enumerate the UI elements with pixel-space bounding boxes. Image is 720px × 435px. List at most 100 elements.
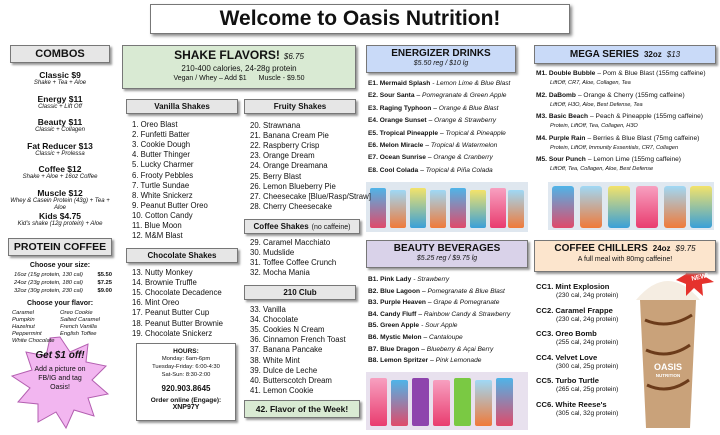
drink-desc: – Tropical & Pineapple	[440, 129, 506, 137]
heading: Fruity Shakes	[245, 100, 355, 113]
price: $9.75	[675, 244, 696, 253]
mega-item: M3. Basic Beach – Peach & Pineapple (155mg…	[536, 113, 718, 123]
mega-flavor: – Peach & Pineapple	[590, 113, 652, 120]
drink-desc: – Pink Lemonade	[430, 357, 482, 365]
combo-item: Kids $4.75 Kid's shake (12g protein) + Al…	[6, 211, 114, 233]
mega-flavor: – Lemon Lime	[587, 156, 630, 163]
drink-name: E1. Mermaid Splash	[368, 80, 431, 87]
combo-name: Kids $4.75	[38, 211, 82, 221]
flavor: Salted Caramel	[60, 317, 100, 323]
flavor: Peppermint	[12, 331, 42, 337]
drink-item: B7. Blue Dragon – Blueberry & Açai Berry	[368, 346, 542, 356]
heading-text: 210 Club	[283, 288, 317, 297]
chiller-detail: (230 cal, 24g protein)	[556, 292, 619, 299]
mega-caffeine: (75mg caffeine)	[653, 134, 700, 142]
combo-item: Fat Reducer $13 Classic + Prolessa	[6, 141, 114, 163]
drink-name: B4. Candy Fluff	[368, 310, 417, 318]
chiller-name: CC6. White Reese's	[536, 399, 607, 409]
menu-item: 9. Peanut Butter Oreo	[132, 200, 208, 210]
title: Welcome to Oasis Nutrition!	[219, 7, 501, 30]
combo-desc: Shake + Tea + Aloe	[33, 80, 87, 86]
menu-item: 18. Peanut Butter Brownie	[132, 318, 224, 328]
mega-name: M3. Basic Beach	[536, 113, 589, 120]
heading-text: Fruity Shakes	[273, 102, 327, 111]
drink-name: B3. Purple Heaven	[368, 299, 426, 307]
menu-item: 10. Cotton Candy	[132, 210, 193, 220]
size-row: 32oz (30g protein, 230 cal) $9.00	[14, 288, 112, 296]
chiller-name: CC4. Velvet Love	[536, 352, 598, 362]
menu-item: 40. Butterscotch Dream	[250, 375, 332, 385]
chiller-name: CC2. Caramel Frappe	[536, 305, 613, 315]
drink-item: B8. Lemon Spritzer – Pink Lemonade	[368, 357, 542, 367]
coffee_shakes-header: Coffee Shakes (no caffeine)	[244, 219, 360, 234]
menu-item: 3. Cookie Dough	[132, 140, 191, 150]
flavor: Oreo Cookie	[60, 310, 93, 316]
drink-desc: – Tropical & Piña Colada	[420, 166, 493, 174]
flavor: Hazelnut	[12, 324, 35, 330]
cup-sub: NUTRITION	[655, 373, 681, 378]
combo-item: Energy $11 Classic + Lift Off	[6, 94, 114, 116]
heading-text: COFFEE CHILLERS	[554, 243, 648, 254]
drink-name: B2. Blue Lagoon	[368, 287, 421, 295]
mega-flavor: – Pom & Blue Blast	[597, 70, 655, 77]
chiller-detail: (305 cal, 32g protein)	[556, 409, 619, 417]
heading-text: Chocolate Shakes	[147, 251, 217, 260]
combo-desc: Classic + Collagen	[35, 127, 85, 133]
mega-name: M4. Purple Rain	[536, 134, 586, 142]
heading-note: (no caffeine)	[311, 224, 351, 231]
combo-item: Beauty $11 Classic + Collagen	[6, 117, 114, 139]
flavor-prompt: Choose your flavor:	[26, 300, 94, 307]
combo-desc: Whey & Casein Protein (43g) + Tea + Aloe	[10, 197, 110, 211]
drink-name: E2. Sour Santa	[368, 92, 415, 100]
menu-item: 24. Orange Dreamana	[250, 161, 328, 171]
menu-item: 33. Vanilla	[250, 305, 286, 314]
price: $13	[666, 50, 681, 59]
combo-name: Fat Reducer $13	[27, 140, 93, 151]
drink-name: B1. Pink Lady	[368, 276, 412, 283]
drink-item: E7. Ocean Sunrise – Orange & Cranberry	[368, 154, 530, 164]
menu-item: 22. Raspberry Crisp	[250, 141, 320, 151]
menu-item: 8. White Snickerz	[132, 190, 193, 200]
chillers-header: COFFEE CHILLERS 24oz $9.75 A full meal with…	[534, 240, 716, 272]
menu-item: 30. Mudslide	[250, 248, 295, 258]
menu-item: 12. M&M Blast	[132, 231, 183, 241]
cup-brand: OASIS	[653, 362, 682, 372]
flavor: English Toffee	[60, 331, 97, 337]
menu-item: 38. White Mint	[250, 355, 300, 365]
size: 24oz	[652, 244, 671, 253]
drink-item: E5. Tropical Pineapple – Tropical & Pinea…	[368, 130, 530, 140]
mega-contents: Protein, LiftOff, Tea, Collagen, H3O	[550, 123, 638, 129]
menu-item: 6. Frooty Pebbles	[132, 170, 194, 180]
flavor: White Chocolate	[12, 338, 55, 344]
drink-item: B5. Green Apple - Sour Apple	[368, 322, 542, 332]
promo-text: Add a picture on FB/IG and tag Oasis!	[34, 366, 86, 391]
drink-item: B1. Pink Lady - Strawberry	[368, 276, 542, 286]
mega-name: M5. Sour Punch	[536, 156, 586, 163]
mega-item: M1. Double Bubble – Pom & Blue Blast (155m…	[536, 70, 718, 80]
mega-caffeine: (155mg caffeine)	[656, 70, 706, 77]
fruity-header: Fruity Shakes	[244, 99, 356, 114]
heading: PROTEIN COFFEE	[13, 241, 107, 253]
vanilla-header: Vanilla Shakes	[126, 99, 238, 114]
size: 32oz (30g protein, 230 cal)	[14, 288, 83, 294]
combo-name: Coffee $12	[38, 164, 82, 174]
drink-name: E7. Ocean Sunrise	[368, 154, 426, 162]
menu-item: 1. Oreo Blast	[132, 120, 178, 129]
drink-item: E8. Cool Colada – Tropical & Piña Colada	[368, 167, 530, 177]
hours-box: HOURS: Monday: 6am-6pm Tuesday-Friday: 6:0…	[136, 343, 236, 421]
drink-desc: – Cantaloupe	[423, 334, 463, 341]
heading: Vanilla Shakes	[127, 100, 237, 113]
heading: COFFEE CHILLERS 24oz $9.75	[535, 242, 715, 256]
drink-name: E4. Orange Sunset	[368, 117, 427, 125]
drink-desc: – Orange & Blue Blast	[433, 104, 499, 112]
drink-name: E5. Tropical Pineapple	[368, 129, 438, 137]
drink-name: B5. Green Apple	[368, 322, 420, 330]
drink-desc: – Rainbow Candy & Strawberry	[418, 310, 511, 318]
heading: 210 Club	[245, 286, 355, 299]
menu-item: 20. Strawnana	[250, 121, 301, 130]
promo-heading: Get $1 off!	[35, 350, 85, 361]
chiller-name: CC5. Turbo Turtle	[536, 376, 599, 385]
flavor: French Vanilla	[60, 324, 97, 330]
